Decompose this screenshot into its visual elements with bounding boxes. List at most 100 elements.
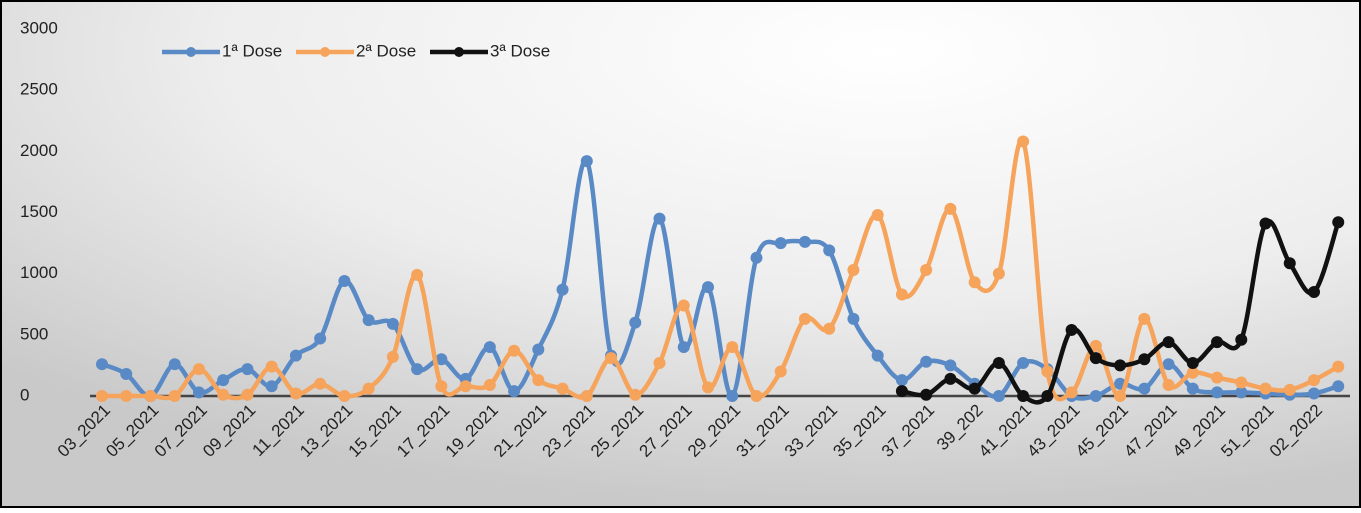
data-point <box>1017 390 1030 402</box>
data-point <box>168 358 181 371</box>
data-point <box>1211 336 1224 349</box>
data-point <box>992 356 1005 369</box>
data-point <box>386 350 399 363</box>
data-point <box>1041 365 1054 378</box>
data-point <box>338 275 351 288</box>
data-point <box>944 359 957 372</box>
data-point <box>1162 336 1175 349</box>
data-point <box>483 378 496 391</box>
data-point <box>1089 390 1102 402</box>
data-point <box>702 381 714 394</box>
data-point <box>1186 366 1199 379</box>
data-point <box>435 380 448 393</box>
data-point <box>629 388 642 401</box>
data-point <box>192 363 205 376</box>
data-point <box>774 237 787 250</box>
data-point <box>726 390 739 402</box>
data-point <box>823 244 836 257</box>
data-point <box>1138 312 1151 325</box>
data-point <box>1065 323 1078 336</box>
data-point <box>556 283 569 296</box>
y-tick-label: 2500 <box>20 80 58 99</box>
data-point <box>241 388 254 401</box>
data-point <box>556 382 569 395</box>
data-point <box>483 341 496 354</box>
data-point <box>386 317 399 330</box>
y-tick-label: 1000 <box>20 263 58 282</box>
data-point <box>1235 333 1248 346</box>
legend-label: 2ª Dose <box>356 41 416 60</box>
data-point <box>241 363 254 376</box>
data-point <box>411 268 424 281</box>
data-point <box>1259 382 1272 395</box>
data-point <box>920 263 933 276</box>
data-point <box>992 267 1005 280</box>
data-point <box>459 380 472 393</box>
data-point <box>314 332 327 345</box>
data-point <box>968 276 981 289</box>
data-point <box>314 377 327 390</box>
data-point <box>1114 359 1127 372</box>
legend-marker <box>186 47 196 57</box>
data-point <box>605 352 618 365</box>
data-point <box>411 363 424 376</box>
data-point <box>1017 356 1030 369</box>
legend-label: 3ª Dose <box>490 41 550 60</box>
data-point <box>992 390 1005 402</box>
data-point <box>629 316 642 329</box>
data-point <box>265 360 278 373</box>
data-point <box>798 235 811 248</box>
data-point <box>289 387 302 400</box>
data-point <box>1259 217 1272 230</box>
data-point <box>1186 382 1199 395</box>
data-point <box>1235 386 1248 399</box>
data-point <box>144 390 157 402</box>
data-point <box>1308 374 1320 387</box>
data-point <box>1089 352 1102 365</box>
data-point <box>653 356 666 369</box>
data-point <box>289 349 302 362</box>
data-point <box>944 202 957 215</box>
data-point <box>920 355 933 368</box>
y-tick-label: 1500 <box>20 202 58 221</box>
data-point <box>677 299 690 312</box>
data-point <box>120 390 133 402</box>
data-point <box>338 390 351 402</box>
data-point <box>1211 386 1224 399</box>
data-point <box>847 263 860 276</box>
data-point <box>1186 356 1199 369</box>
legend-marker <box>454 47 464 57</box>
data-point <box>1235 376 1248 389</box>
data-point <box>362 382 375 395</box>
data-point <box>1162 378 1175 391</box>
data-point <box>192 386 205 399</box>
data-point <box>871 349 884 362</box>
data-point <box>895 374 908 387</box>
data-point <box>96 390 108 402</box>
data-point <box>774 365 787 378</box>
data-point <box>1283 257 1296 270</box>
legend-marker <box>320 47 330 57</box>
data-point <box>1283 383 1296 396</box>
data-point <box>726 341 739 354</box>
data-point <box>508 344 521 357</box>
data-point <box>435 353 448 366</box>
legend-label: 1ª Dose <box>222 41 282 60</box>
data-point <box>1162 358 1175 371</box>
data-point <box>895 385 908 398</box>
data-point <box>1308 286 1320 299</box>
data-point <box>1308 387 1320 400</box>
data-point <box>217 388 230 401</box>
data-point <box>847 312 860 325</box>
data-point <box>580 390 593 402</box>
data-point <box>1114 390 1127 402</box>
data-point <box>532 343 545 356</box>
data-point <box>1138 382 1151 395</box>
data-point <box>702 281 714 294</box>
data-point <box>1089 339 1102 352</box>
data-point <box>798 312 811 325</box>
data-point <box>168 390 181 402</box>
data-point <box>920 388 933 401</box>
